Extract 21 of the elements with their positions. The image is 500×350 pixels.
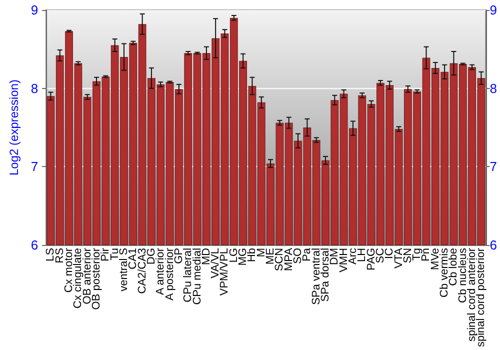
x-tick-label: spinal cord posterior [475, 248, 488, 348]
x-tick-label: SN [402, 248, 414, 264]
y-axis-title: Log2 (expression) [7, 79, 21, 176]
x-tick-label: IC [384, 248, 396, 259]
y2-tick-label: 9 [490, 2, 498, 18]
y-tick-label: 6 [30, 237, 38, 252]
y2-tick-label: 8 [490, 80, 498, 96]
y-tick-label: 9 [30, 2, 38, 18]
x-tick-label: Pa [301, 247, 314, 262]
y-tick-label: 8 [30, 80, 38, 96]
x-tick-label: RS [54, 248, 66, 264]
y-tick-label: 7 [30, 159, 38, 174]
y2-tick-label: 6 [490, 237, 498, 252]
x-tick-label: CPu medial [191, 248, 204, 305]
x-tick-label: DG [145, 248, 158, 264]
y2-tick-label: 7 [490, 159, 498, 174]
x-tick-label: SCN [274, 248, 286, 272]
x-tick-label: OB anterior [81, 248, 94, 304]
x-tick-label: SPa dorsal [319, 248, 332, 302]
x-tick-label: LG [228, 248, 240, 263]
x-tick-label: SC [374, 248, 386, 264]
